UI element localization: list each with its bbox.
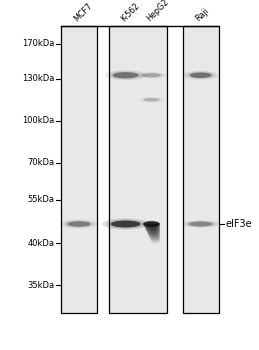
Ellipse shape [142,73,161,77]
Ellipse shape [60,219,98,229]
Ellipse shape [109,71,142,79]
Ellipse shape [105,70,146,80]
Text: K-562: K-562 [119,1,141,23]
Ellipse shape [146,227,160,231]
Text: eIF3e: eIF3e [225,219,252,229]
Ellipse shape [106,219,145,229]
Text: 40kDa: 40kDa [27,239,54,248]
Bar [183,26,219,313]
Ellipse shape [146,229,160,233]
Ellipse shape [143,222,160,226]
Text: 100kDa: 100kDa [22,116,54,125]
Ellipse shape [147,231,160,235]
Text: 130kDa: 130kDa [22,74,54,83]
Bar [61,26,97,313]
Bar [109,26,167,313]
Text: 35kDa: 35kDa [27,281,54,290]
Ellipse shape [102,218,149,230]
Ellipse shape [190,72,212,78]
Ellipse shape [183,71,218,80]
Text: 170kDa: 170kDa [22,39,54,48]
Ellipse shape [188,222,213,226]
Ellipse shape [149,234,160,239]
Text: 70kDa: 70kDa [27,158,54,167]
Ellipse shape [144,224,160,228]
Ellipse shape [144,98,159,102]
Text: Raji: Raji [194,7,211,23]
Ellipse shape [151,239,160,244]
Ellipse shape [186,72,215,79]
Text: HepG2: HepG2 [145,0,171,23]
Ellipse shape [145,225,160,230]
Ellipse shape [143,221,160,227]
Ellipse shape [181,220,220,228]
Text: MCF7: MCF7 [73,1,95,23]
Ellipse shape [111,220,140,228]
Ellipse shape [113,72,139,78]
Ellipse shape [150,237,160,242]
Ellipse shape [67,221,91,227]
Text: 55kDa: 55kDa [27,195,54,204]
Ellipse shape [148,232,160,237]
Ellipse shape [64,220,94,228]
Ellipse shape [149,236,160,240]
Ellipse shape [185,221,217,227]
